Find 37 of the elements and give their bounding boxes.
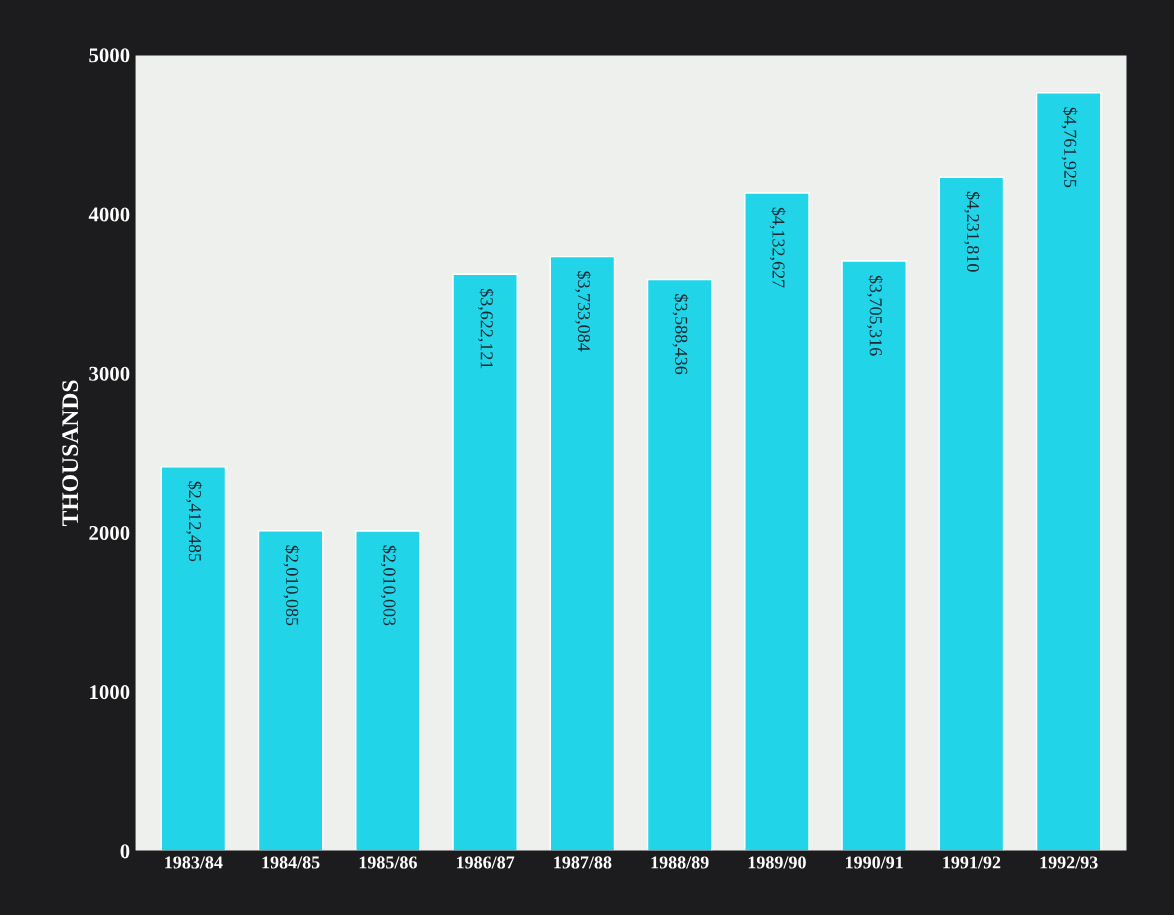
y-tick-label: 3000 [89,366,130,381]
bar [452,273,518,851]
x-tick-label: 1991/92 [943,856,1001,869]
x-tick-label: 1986/87 [456,856,515,869]
bar [646,278,713,851]
annotation: $3,588,436 [672,294,689,375]
x-tick-label: 1989/90 [748,856,806,869]
annotation: $4,132,627 [769,207,786,288]
annotation: $2,412,485 [186,481,203,562]
annotation: $2,010,003 [380,545,397,626]
y-tick-label: 2000 [89,525,130,540]
annotation: $2,010,085 [283,545,300,626]
annotation: $3,705,316 [867,275,883,356]
x-tick-label: 1992/93 [1040,856,1098,869]
x-tick-label: 1988/89 [651,856,709,869]
bar [1035,92,1102,851]
y-axis-title: THOUSANDS [62,380,79,527]
bar [549,255,616,851]
x-tick-label: 1983/84 [165,856,223,869]
bar [744,192,810,851]
x-tick-label: 1984/85 [262,856,320,869]
bar [160,466,227,851]
bar [938,176,1005,851]
x-tick-label: 1985/86 [359,856,417,869]
bar [257,530,324,851]
y-tick-label: 4000 [88,207,130,222]
x-tick-label: 1990/91 [846,856,903,869]
annotation: $3,622,121 [478,288,494,369]
y-tick-label: 0 [120,844,130,859]
y-tick-label: 5000 [89,48,130,63]
annotation: $4,231,810 [964,191,981,272]
y-tick-label: 1000 [90,685,130,700]
annotation: $4,761,925 [1061,107,1078,188]
x-tick-label: 1987/88 [554,856,612,869]
bar [355,530,421,851]
bar [841,260,907,851]
annotation: $3,733,084 [575,271,592,352]
